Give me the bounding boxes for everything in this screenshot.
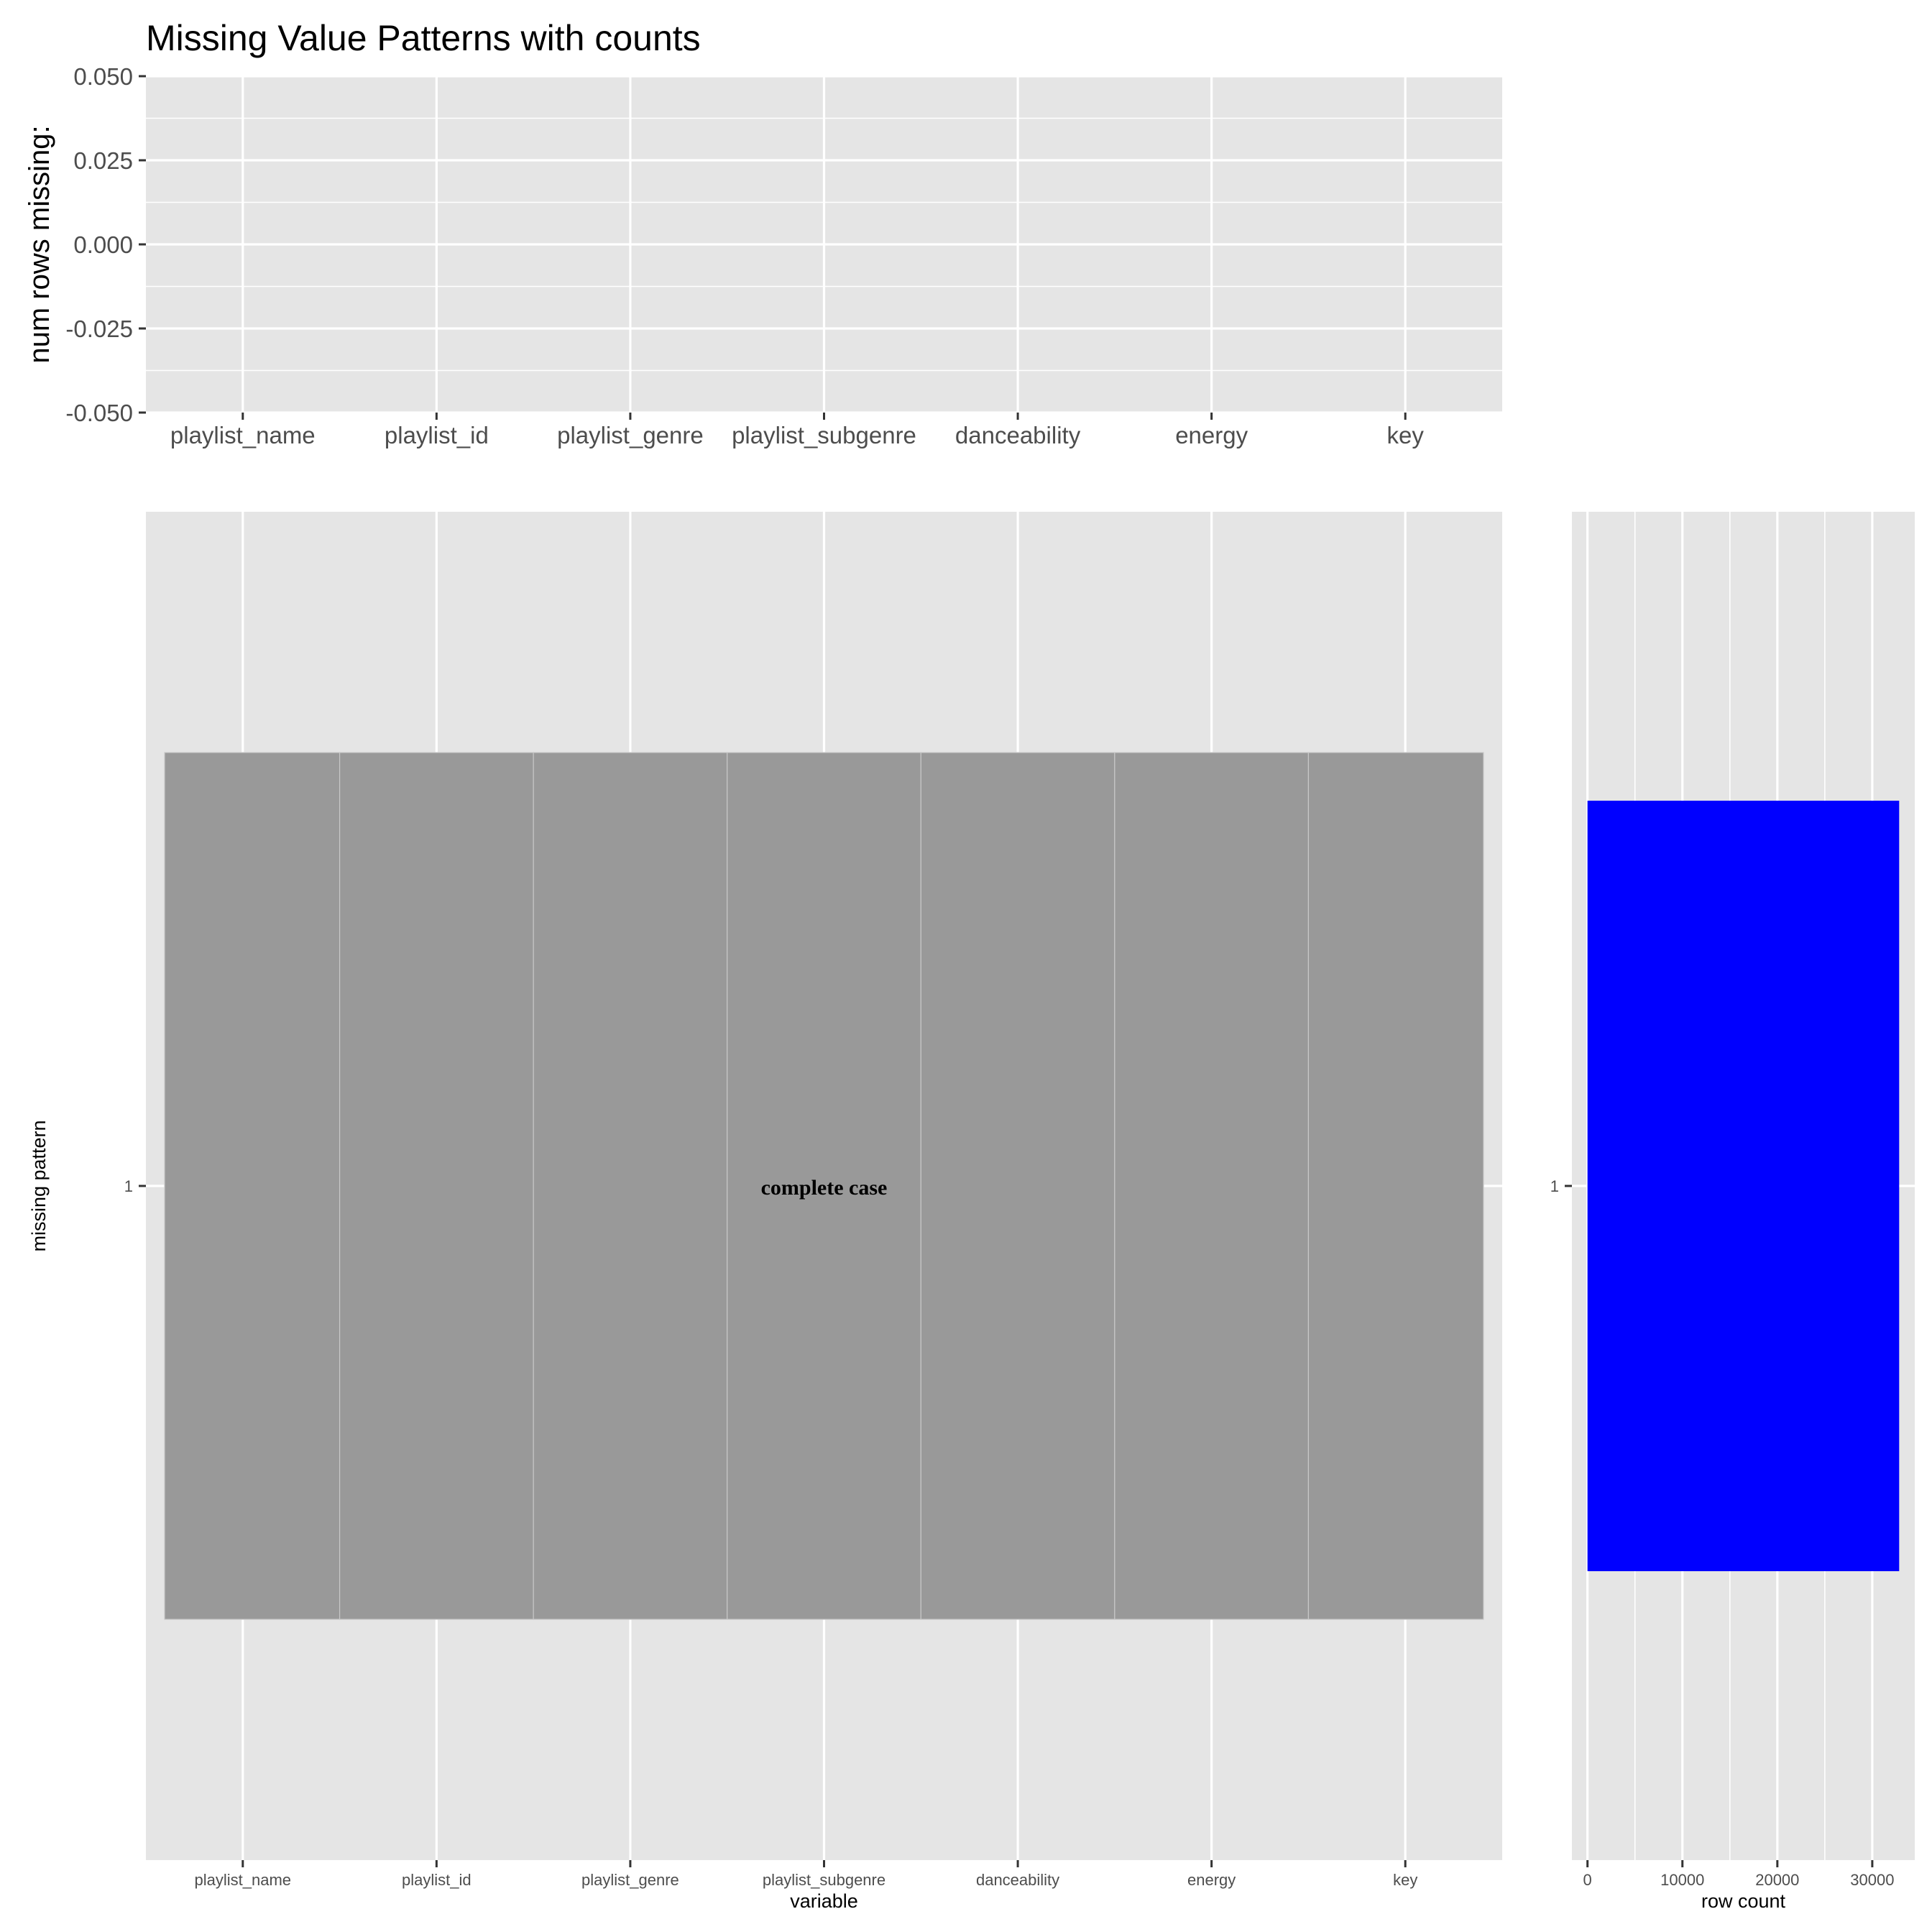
- complete-case-label: complete case: [761, 1176, 888, 1200]
- side-x-tick-label: 20000: [1755, 1871, 1799, 1889]
- main-x-tick-label: playlist_genre: [581, 1871, 679, 1889]
- top-x-tick-label: key: [1387, 422, 1425, 448]
- pattern-tile-playlist_genre: [533, 752, 728, 1620]
- side-x-tick-label: 10000: [1660, 1871, 1704, 1889]
- top-y-tick-label: -0.025: [65, 316, 133, 342]
- chart-title: Missing Value Patterns with counts: [146, 18, 701, 58]
- side-x-tick-label: 30000: [1850, 1871, 1894, 1889]
- top-y-tick-label: 0.050: [73, 63, 133, 90]
- main-x-tick-label: key: [1393, 1871, 1417, 1889]
- row-count-bar-1: [1587, 801, 1900, 1571]
- main-y-axis-label: missing pattern: [28, 1120, 50, 1251]
- pattern-tile-key: [1307, 752, 1484, 1620]
- pattern-tile-playlist_name: [164, 752, 341, 1620]
- main-x-tick-label: playlist_subgenre: [763, 1871, 886, 1889]
- top-y-tick-label: -0.050: [65, 400, 133, 426]
- top-y-axis-label: num rows missing:: [24, 125, 55, 363]
- pattern-tile-energy: [1114, 752, 1310, 1620]
- top-y-tick-label: 0.000: [73, 231, 133, 258]
- top-x-tick-label: energy: [1175, 422, 1248, 448]
- main-x-tick-label: danceability: [976, 1871, 1059, 1889]
- main-x-axis-label: variable: [790, 1890, 858, 1912]
- side-x-axis-label: row count: [1701, 1890, 1786, 1912]
- main-x-tick-label: playlist_id: [402, 1871, 472, 1889]
- main-x-tick-label: energy: [1187, 1871, 1236, 1889]
- side-y-tick-label: 1: [1550, 1177, 1559, 1195]
- pattern-tile-playlist_subgenre: [727, 752, 921, 1620]
- main-x-tick-label: playlist_name: [195, 1871, 292, 1889]
- pattern-tile-playlist_id: [339, 752, 534, 1620]
- top-y-tick-label: 0.025: [73, 147, 133, 174]
- top-x-tick-label: playlist_id: [385, 422, 489, 448]
- main-y-tick-label: 1: [124, 1177, 133, 1195]
- top-x-tick-label: playlist_subgenre: [732, 422, 916, 448]
- top-x-tick-label: playlist_genre: [557, 422, 704, 448]
- pattern-tile-danceability: [920, 752, 1116, 1620]
- top-x-tick-label: playlist_name: [170, 422, 316, 448]
- top-x-tick-label: danceability: [955, 422, 1081, 448]
- side-x-tick-label: 0: [1583, 1871, 1592, 1889]
